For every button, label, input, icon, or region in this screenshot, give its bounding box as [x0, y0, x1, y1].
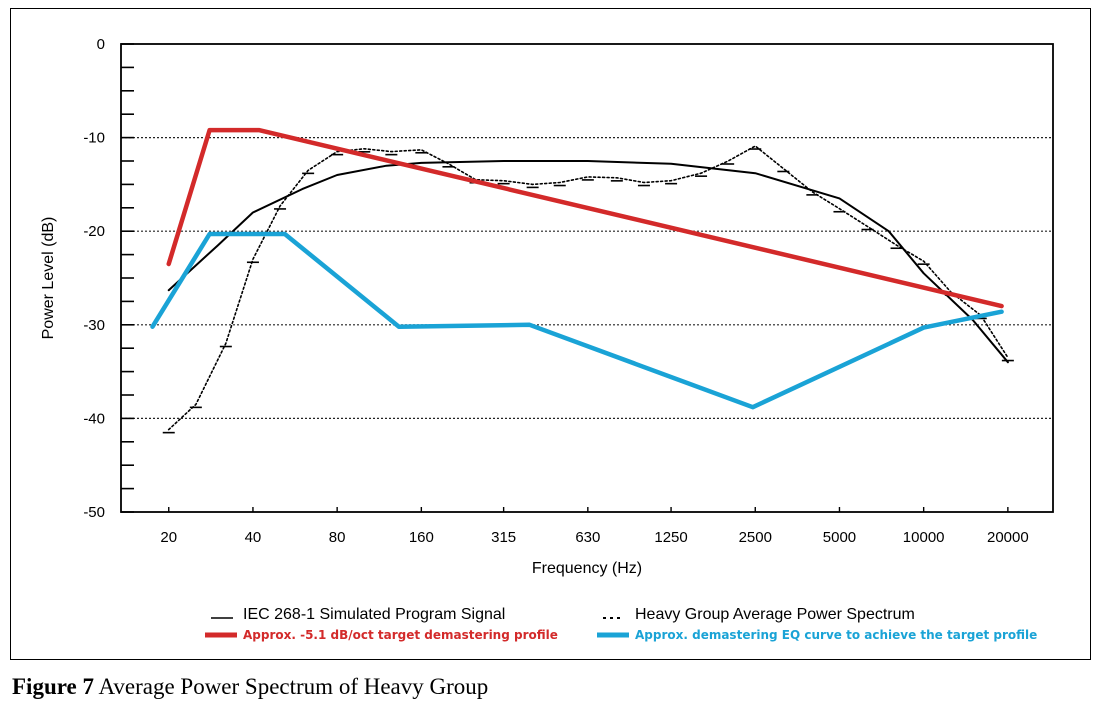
x-tick-label: 20 [160, 529, 177, 546]
series-line-3 [150, 231, 1004, 410]
figure-caption: Figure 7 Average Power Spectrum of Heavy… [12, 674, 488, 700]
legend-label-0: IEC 268-1 Simulated Program Signal [243, 606, 505, 623]
legend-label-3: Approx. demastering EQ curve to achieve … [635, 628, 1037, 642]
series-line-0 [167, 160, 1009, 364]
x-tick-label: 630 [575, 529, 600, 546]
series-line-1 [167, 145, 1009, 431]
x-tick-label: 80 [329, 529, 346, 546]
plot-area-border [120, 43, 1054, 513]
y-axis-label: Power Level (dB) [40, 217, 57, 340]
y-tick-label: -10 [83, 130, 105, 147]
series-line-2 [166, 127, 1004, 309]
y-tick-label: -40 [83, 410, 105, 427]
grid-layer [121, 137, 1053, 419]
legend-label-2: Approx. -5.1 dB/oct target demastering p… [243, 628, 558, 642]
figure-caption-label: Figure 7 [12, 674, 94, 699]
x-tick-label: 315 [491, 529, 516, 546]
x-tick-label: 2500 [739, 529, 772, 546]
y-tick-label: -20 [83, 223, 105, 240]
legend-label-1: Heavy Group Average Power Spectrum [635, 606, 915, 623]
x-axis-label: Frequency (Hz) [532, 560, 642, 577]
x-tick-label: 10000 [903, 529, 945, 546]
legend: IEC 268-1 Simulated Program Signal Heavy … [205, 606, 1037, 642]
x-tick-label: 40 [245, 529, 262, 546]
figure-caption-text: Average Power Spectrum of Heavy Group [93, 674, 489, 699]
series-layer [150, 127, 1014, 434]
ticks-layer: 0 -10 -20 -30 -40 -50 20 40 80 160 315 630 1250 2500 5… [83, 36, 1028, 546]
x-tick-label: 20000 [987, 529, 1029, 546]
x-tick-label: 5000 [823, 529, 856, 546]
x-tick-label: 1250 [654, 529, 687, 546]
figure-frame: 0 -10 -20 -30 -40 -50 20 40 80 160 315 630 1250 2500 5… [10, 8, 1091, 660]
power-spectrum-chart: 0 -10 -20 -30 -40 -50 20 40 80 160 315 630 1250 2500 5… [40, 36, 1054, 642]
y-tick-label: 0 [97, 36, 105, 53]
y-tick-label: -30 [83, 317, 105, 334]
y-tick-label: -50 [83, 504, 105, 521]
x-tick-label: 160 [409, 529, 434, 546]
